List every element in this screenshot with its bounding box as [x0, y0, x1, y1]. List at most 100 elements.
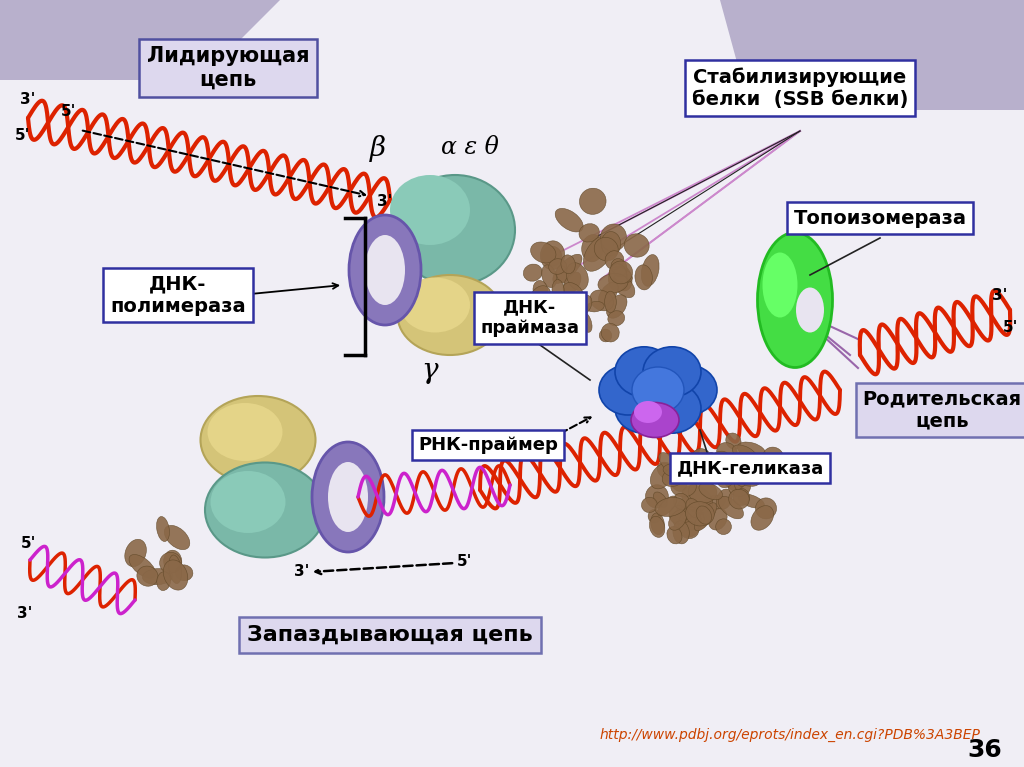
Ellipse shape — [599, 329, 611, 342]
Ellipse shape — [572, 301, 588, 318]
Ellipse shape — [763, 447, 783, 468]
Text: 3': 3' — [377, 195, 392, 209]
Ellipse shape — [160, 552, 181, 574]
Ellipse shape — [641, 255, 659, 286]
Text: ДНК-
полимераза: ДНК- полимераза — [111, 275, 246, 315]
Ellipse shape — [699, 483, 723, 500]
Ellipse shape — [395, 175, 515, 285]
Ellipse shape — [683, 510, 708, 530]
Ellipse shape — [556, 265, 568, 283]
Ellipse shape — [650, 513, 665, 535]
Ellipse shape — [541, 241, 564, 270]
Ellipse shape — [601, 232, 621, 256]
Ellipse shape — [599, 365, 657, 415]
Ellipse shape — [565, 310, 588, 330]
Ellipse shape — [658, 453, 685, 479]
Ellipse shape — [717, 443, 737, 463]
Ellipse shape — [738, 494, 764, 509]
Ellipse shape — [579, 311, 592, 332]
Ellipse shape — [641, 497, 657, 512]
Ellipse shape — [733, 489, 750, 505]
Text: 3': 3' — [294, 565, 309, 580]
Ellipse shape — [397, 275, 503, 355]
Text: ДНК-
праймаза: ДНК- праймаза — [480, 298, 580, 337]
Ellipse shape — [566, 299, 585, 312]
Ellipse shape — [555, 209, 584, 232]
Ellipse shape — [563, 282, 584, 301]
Ellipse shape — [157, 571, 171, 591]
Polygon shape — [720, 0, 1024, 110]
Ellipse shape — [643, 384, 701, 433]
Ellipse shape — [664, 464, 687, 477]
Ellipse shape — [530, 242, 556, 263]
Ellipse shape — [365, 235, 406, 305]
Text: 5': 5' — [14, 127, 30, 143]
Ellipse shape — [659, 365, 717, 415]
Ellipse shape — [561, 255, 575, 274]
Ellipse shape — [716, 518, 731, 535]
Ellipse shape — [727, 472, 741, 492]
Ellipse shape — [694, 502, 717, 531]
Ellipse shape — [598, 282, 618, 305]
Text: Запаздывающая цепь: Запаздывающая цепь — [247, 625, 532, 645]
Text: http://www.pdbj.org/eprots/index_en.cgi?PDB%3A3BEP: http://www.pdbj.org/eprots/index_en.cgi?… — [600, 728, 981, 742]
Ellipse shape — [584, 235, 613, 272]
Ellipse shape — [613, 265, 632, 291]
Ellipse shape — [635, 265, 652, 290]
Ellipse shape — [678, 509, 701, 537]
Ellipse shape — [684, 463, 700, 477]
Ellipse shape — [650, 463, 673, 489]
Ellipse shape — [763, 252, 798, 318]
Ellipse shape — [634, 401, 662, 423]
Ellipse shape — [609, 267, 633, 282]
Ellipse shape — [606, 295, 627, 318]
Ellipse shape — [645, 485, 669, 508]
Ellipse shape — [608, 264, 627, 291]
Ellipse shape — [674, 493, 689, 509]
Text: 5': 5' — [60, 104, 76, 120]
Ellipse shape — [657, 463, 680, 482]
Ellipse shape — [612, 275, 635, 298]
Ellipse shape — [737, 442, 766, 459]
Ellipse shape — [169, 555, 181, 584]
Ellipse shape — [670, 472, 687, 492]
Ellipse shape — [734, 472, 760, 486]
Ellipse shape — [579, 224, 599, 242]
Ellipse shape — [710, 451, 730, 469]
Ellipse shape — [716, 489, 732, 509]
Ellipse shape — [756, 498, 776, 519]
Ellipse shape — [611, 258, 627, 276]
Text: Топоизомераза: Топоизомераза — [794, 209, 967, 228]
Ellipse shape — [605, 251, 624, 270]
Text: β: β — [370, 134, 386, 162]
Ellipse shape — [534, 281, 548, 299]
Ellipse shape — [328, 462, 368, 532]
Ellipse shape — [164, 550, 182, 572]
Ellipse shape — [732, 445, 759, 464]
Ellipse shape — [726, 456, 744, 476]
Ellipse shape — [736, 449, 756, 473]
Ellipse shape — [312, 442, 384, 552]
Text: 3': 3' — [20, 93, 36, 107]
Text: Стабилизирующие
белки  (SSB белки): Стабилизирующие белки (SSB белки) — [692, 67, 908, 109]
Ellipse shape — [726, 433, 741, 449]
Ellipse shape — [663, 467, 686, 486]
Ellipse shape — [709, 509, 727, 530]
Ellipse shape — [125, 539, 146, 567]
Text: γ: γ — [422, 357, 438, 384]
Ellipse shape — [669, 510, 686, 530]
Text: 3': 3' — [17, 605, 33, 621]
Ellipse shape — [590, 290, 613, 311]
Ellipse shape — [671, 476, 696, 497]
Ellipse shape — [703, 453, 721, 482]
Ellipse shape — [390, 175, 470, 245]
Ellipse shape — [728, 476, 751, 497]
Ellipse shape — [601, 324, 620, 342]
Ellipse shape — [604, 291, 616, 313]
Ellipse shape — [529, 285, 551, 310]
Text: 5': 5' — [1002, 321, 1018, 335]
Ellipse shape — [587, 301, 604, 312]
Ellipse shape — [549, 258, 566, 275]
Text: 36: 36 — [968, 738, 1002, 762]
Ellipse shape — [211, 471, 286, 533]
